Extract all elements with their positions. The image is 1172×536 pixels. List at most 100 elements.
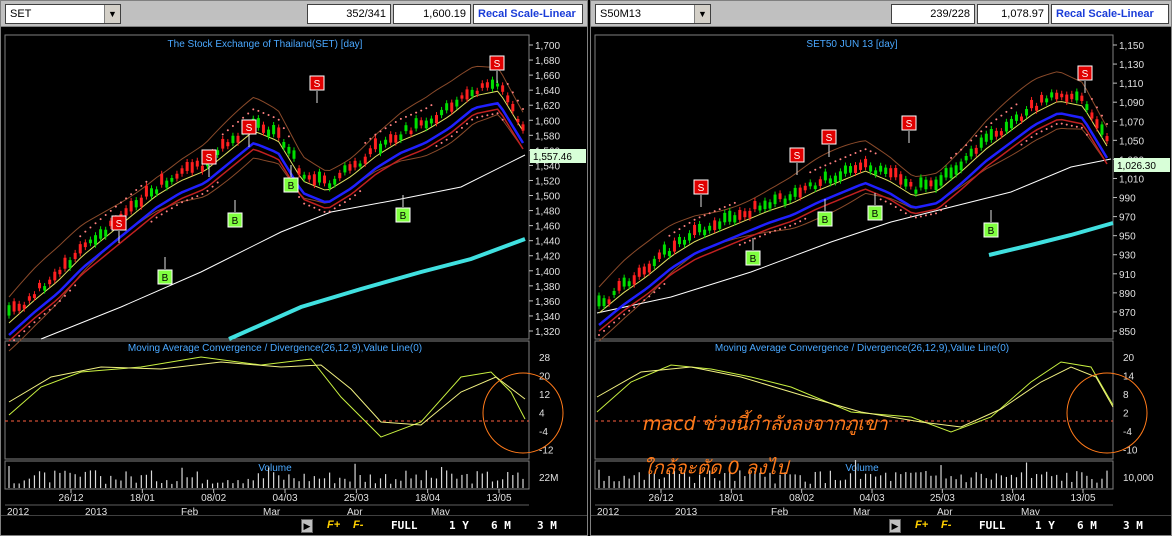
sar-dot xyxy=(955,152,958,155)
candle-body xyxy=(647,263,651,273)
sar-dot xyxy=(399,117,402,120)
sar-dot xyxy=(313,206,316,209)
period-full-button[interactable]: FULL xyxy=(391,519,418,532)
scroll-right-icon[interactable]: ▶ xyxy=(301,519,313,533)
sar-dot xyxy=(104,213,107,216)
buy-signal-icon xyxy=(157,269,173,285)
recal-scale-button[interactable]: Recal Scale-Linear xyxy=(1051,4,1169,24)
candle-body xyxy=(328,183,332,189)
sar-dot xyxy=(1070,124,1073,127)
zoom-out-button[interactable]: F- xyxy=(353,519,364,531)
year-label: 2013 xyxy=(85,507,108,515)
sar-dot xyxy=(1025,139,1028,142)
candle-body xyxy=(1055,92,1059,100)
recal-scale-button[interactable]: Recal Scale-Linear xyxy=(473,4,583,24)
sar-dot xyxy=(298,196,301,199)
candle-body xyxy=(854,165,858,173)
candle-body xyxy=(399,134,403,141)
period-6m-button[interactable]: 6 M xyxy=(1077,519,1097,532)
candle-body xyxy=(708,225,712,231)
annotation-text-1: macd ช่วงนี้กำลังลงจากภูเขา xyxy=(643,413,888,435)
last-price: 1,600.19 xyxy=(393,4,471,24)
sar-dot xyxy=(257,109,260,112)
sar-dot xyxy=(869,150,872,153)
period-1y-button[interactable]: 1 Y xyxy=(449,519,469,532)
chevron-down-icon[interactable]: ▼ xyxy=(694,5,710,23)
period-full-button[interactable]: FULL xyxy=(979,519,1006,532)
sar-dot xyxy=(94,222,97,225)
buy-signal-icon xyxy=(395,207,411,223)
candle-body xyxy=(984,133,988,142)
sar-dot xyxy=(839,158,842,161)
sar-dot xyxy=(1000,114,1003,117)
sar-dot xyxy=(394,120,397,123)
sar-dot xyxy=(804,217,807,220)
candle-body xyxy=(475,90,479,95)
macd-title: Moving Average Convergence / Divergence(… xyxy=(128,343,422,354)
symbol-select[interactable]: S50M13 ▼ xyxy=(595,4,711,24)
zoom-in-button[interactable]: F+ xyxy=(327,519,341,531)
candle-body xyxy=(373,138,377,150)
candle-body xyxy=(317,171,321,183)
sar-dot xyxy=(318,208,321,211)
x-tick-label: 25/03 xyxy=(344,493,369,504)
period-1y-button[interactable]: 1 Y xyxy=(1035,519,1055,532)
year-label: Apr xyxy=(347,507,363,515)
sar-dot xyxy=(160,213,163,216)
sar-dot xyxy=(435,145,438,148)
sar-dot xyxy=(1055,122,1058,125)
year-label: Feb xyxy=(771,507,789,515)
symbol-select[interactable]: SET ▼ xyxy=(5,4,121,24)
year-label: May xyxy=(431,507,450,515)
y-tick-label: 1,700 xyxy=(535,41,560,52)
sar-dot xyxy=(1090,98,1093,101)
period-6m-button[interactable]: 6 M xyxy=(491,519,511,532)
candle-body xyxy=(99,229,103,239)
sar-dot xyxy=(501,118,504,121)
period-3m-button[interactable]: 3 M xyxy=(537,519,557,532)
candle-body xyxy=(414,118,418,129)
candle-body xyxy=(353,160,357,168)
x-tick-label: 13/05 xyxy=(1070,493,1095,504)
candle-body xyxy=(465,89,469,100)
sar-dot xyxy=(379,130,382,133)
candle-body xyxy=(703,229,707,236)
sar-dot xyxy=(613,321,616,324)
candle-body xyxy=(490,79,494,89)
candle-body xyxy=(869,165,873,172)
sar-dot xyxy=(990,122,993,125)
sell-signal-icon xyxy=(901,115,917,131)
zoom-out-button[interactable]: F- xyxy=(941,519,952,531)
price-chart[interactable]: SET50 JUN 13 [day] Moving Average Converg… xyxy=(591,27,1171,515)
scroll-right-icon[interactable]: ▶ xyxy=(889,519,901,533)
y-tick-label: 910 xyxy=(1119,270,1136,281)
candle-body xyxy=(195,160,199,167)
ma-cyan-line xyxy=(988,221,1114,257)
candle-body xyxy=(267,129,271,137)
signal-label: S xyxy=(206,153,213,164)
price-chart[interactable]: The Stock Exchange of Thailand(SET) [day… xyxy=(1,27,587,515)
sar-dot xyxy=(849,154,852,157)
candle-body xyxy=(470,89,474,97)
chart-pane-s50m13[interactable]: S50M13 ▼ 239/228 1,078.97 Recal Scale-Li… xyxy=(590,0,1172,536)
sar-dot xyxy=(13,339,16,342)
sar-dot xyxy=(114,205,117,208)
sar-dot xyxy=(819,166,822,169)
zoom-in-button[interactable]: F+ xyxy=(915,519,929,531)
chevron-down-icon[interactable]: ▼ xyxy=(104,5,120,23)
sar-dot xyxy=(343,201,346,204)
x-tick-label: 08/02 xyxy=(201,493,226,504)
candle-body xyxy=(974,147,978,154)
sar-dot xyxy=(231,125,234,128)
y-tick-label: 1,580 xyxy=(535,131,560,142)
sar-dot xyxy=(211,185,214,188)
chart-pane-set[interactable]: SET ▼ 352/341 1,600.19 Recal Scale-Linea… xyxy=(0,0,588,536)
ma-blue-line xyxy=(598,112,1109,326)
volume-tick-label: 10,000 xyxy=(1123,473,1154,484)
candle-body xyxy=(597,295,601,307)
candle-body xyxy=(808,182,812,187)
sar-dot xyxy=(1075,125,1078,128)
period-3m-button[interactable]: 3 M xyxy=(1123,519,1143,532)
candle-body xyxy=(144,185,148,197)
candle-body xyxy=(1105,136,1109,142)
